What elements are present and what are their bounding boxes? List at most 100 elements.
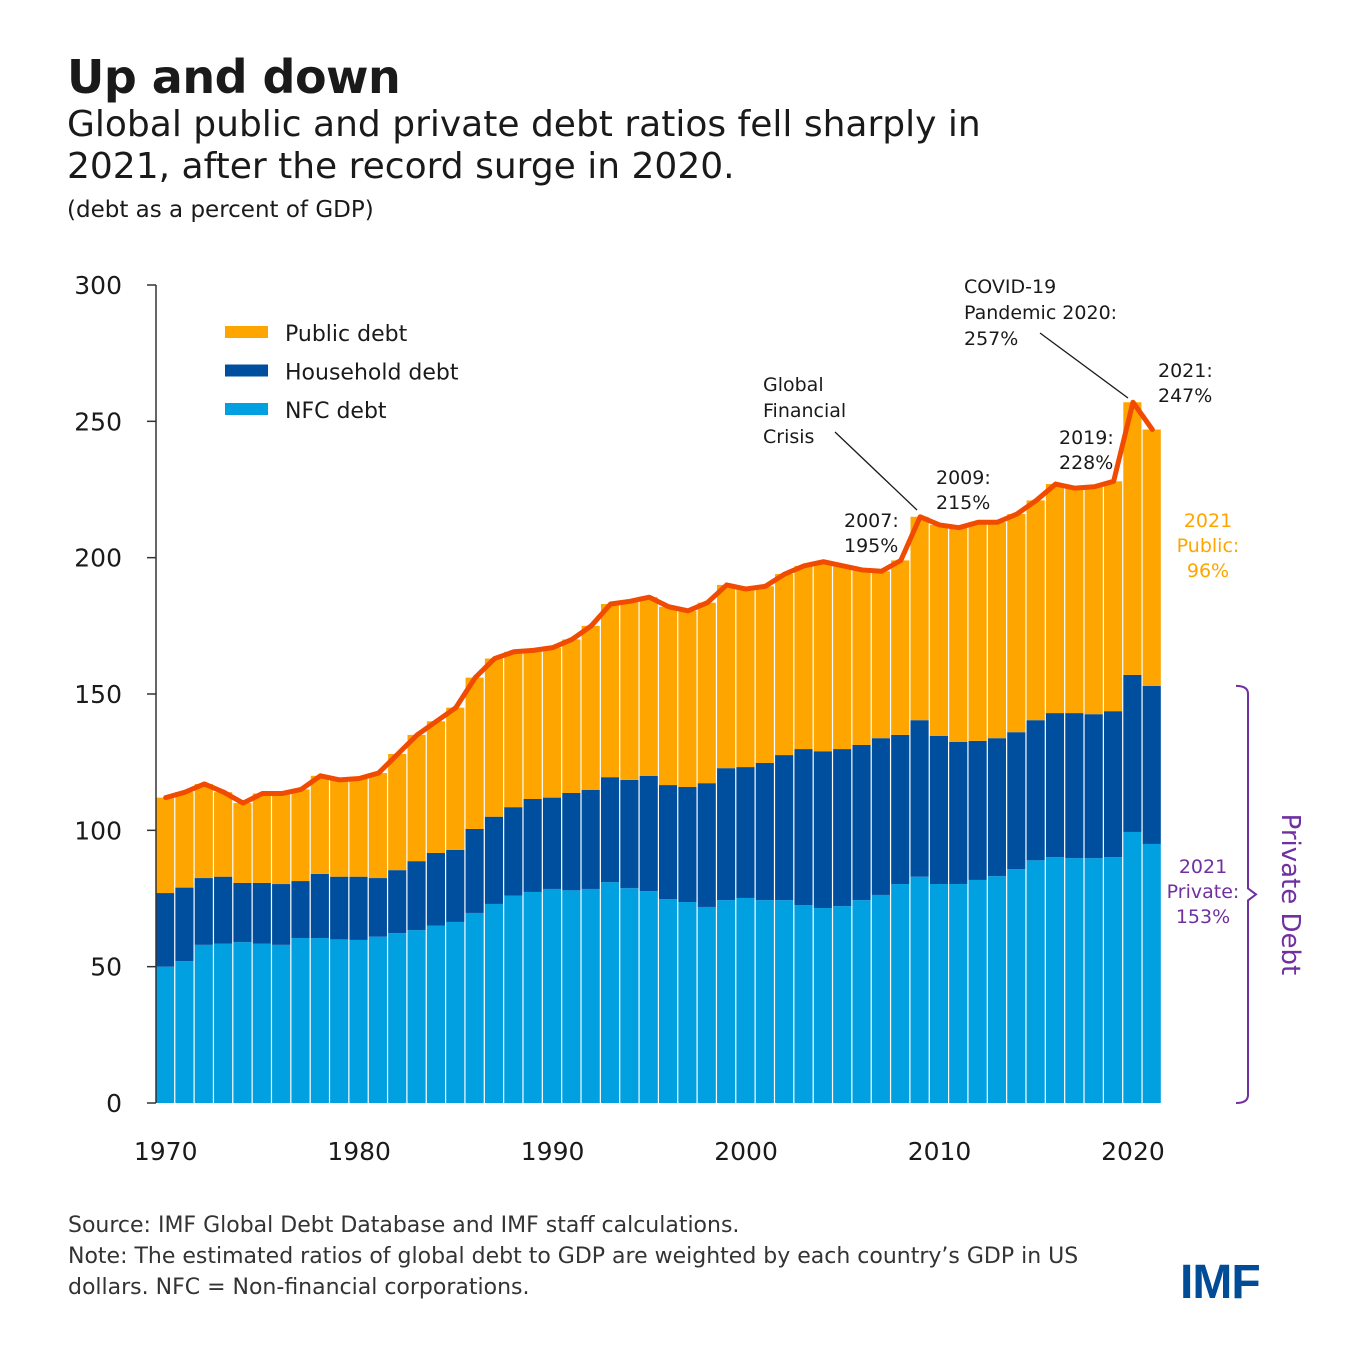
household-bar-1984 <box>426 852 445 926</box>
household-bar-1977 <box>291 881 310 939</box>
public-bar-2016 <box>1045 484 1065 714</box>
public-bar-2017 <box>1065 488 1084 714</box>
annotation-private-2021: 2021 Private: 153% <box>1167 856 1240 928</box>
private-debt-bracket <box>1235 684 1258 1104</box>
household-bar-2010 <box>929 735 948 885</box>
nfc-bar-1990 <box>542 888 562 1103</box>
household-bar-1974 <box>233 882 252 943</box>
public-bar-1972 <box>194 783 213 879</box>
household-bar-2014 <box>1007 732 1026 870</box>
imf-logo: IMF <box>1180 1256 1261 1309</box>
nfc-bar-2018 <box>1084 858 1103 1103</box>
public-bar-1985 <box>446 707 465 850</box>
nfc-bar-1977 <box>291 938 310 1103</box>
household-bar-2005 <box>833 749 852 907</box>
public-bar-1992 <box>581 625 600 790</box>
nfc-bar-2015 <box>1026 860 1045 1103</box>
public-bar-1978 <box>310 775 329 874</box>
household-bar-1997 <box>678 786 697 903</box>
household-bar-1985 <box>446 849 465 922</box>
nfc-bar-1974 <box>233 942 252 1103</box>
household-bar-2018 <box>1084 714 1103 859</box>
y-tick-label-150: 150 <box>74 680 122 709</box>
nfc-bar-1986 <box>465 912 484 1103</box>
nfc-bar-1970 <box>156 966 175 1103</box>
household-bar-2021 <box>1142 685 1161 844</box>
household-bar-1982 <box>388 870 407 934</box>
public-bar-1970 <box>156 797 175 894</box>
annotation-public-2021: 2021 Public: 96% <box>1177 510 1240 582</box>
y-tick-label-100: 100 <box>74 816 122 845</box>
public-bar-1983 <box>407 734 426 862</box>
public-bar-2013 <box>987 522 1007 739</box>
public-bar-2006 <box>852 569 871 745</box>
household-bar-1972 <box>194 878 213 945</box>
y-tick-label-50: 50 <box>90 953 122 982</box>
household-bar-1999 <box>717 768 736 901</box>
household-bar-1988 <box>504 807 523 896</box>
household-bar-2006 <box>852 744 871 901</box>
annotation-2007: 2007: 195% <box>844 510 899 557</box>
covid-leader-line <box>1039 332 1129 399</box>
legend-label-nfc: NFC debt <box>285 399 387 424</box>
annotation-covid: COVID-19 Pandemic 2020: 257% <box>964 276 1117 350</box>
nfc-bar-1978 <box>310 938 329 1103</box>
legend: Public debt Household debt NFC debt <box>225 322 459 424</box>
nfc-bar-1994 <box>620 888 639 1103</box>
household-bar-1976 <box>272 884 291 945</box>
chart-subtitle: Global public and private debt ratios fe… <box>67 104 981 187</box>
public-bar-1998 <box>697 602 716 784</box>
nfc-bar-1997 <box>678 902 697 1103</box>
household-bar-2013 <box>987 738 1007 877</box>
household-bar-2008 <box>891 734 910 885</box>
household-bar-1970 <box>156 893 175 967</box>
household-bar-1983 <box>407 861 426 931</box>
household-bar-1975 <box>252 882 271 944</box>
household-bar-1992 <box>581 789 600 889</box>
nfc-bar-1993 <box>600 882 620 1103</box>
household-bar-2003 <box>794 749 813 906</box>
public-bar-1993 <box>600 604 620 778</box>
total-debt-line <box>163 399 1155 806</box>
annotation-2009: 2009: 215% <box>936 467 991 514</box>
nfc-bar-1987 <box>484 903 504 1103</box>
nfc-bar-2003 <box>794 905 813 1103</box>
axes: 0 50 100 150 200 250 300 1970 1980 1990 2000 2010 20… <box>74 271 1165 1166</box>
nfc-bar-1999 <box>717 900 736 1103</box>
public-bar-1981 <box>368 773 387 879</box>
public-bar-2011 <box>949 527 968 742</box>
household-bar-2019 <box>1103 711 1123 858</box>
household-bar-2002 <box>775 755 794 901</box>
source-text: Source: IMF Global Debt Database and IMF… <box>68 1213 740 1238</box>
household-bar-2001 <box>755 762 774 901</box>
household-bar-1991 <box>562 792 581 891</box>
public-bar-2007 <box>871 571 890 739</box>
x-tick-label-1990: 1990 <box>521 1137 585 1166</box>
x-tick-label-1980: 1980 <box>327 1137 391 1166</box>
public-bar-1982 <box>388 753 407 871</box>
public-bar-1979 <box>330 779 349 877</box>
household-bar-1973 <box>214 876 233 944</box>
nfc-bar-1998 <box>697 906 716 1103</box>
household-bar-2020 <box>1123 674 1142 832</box>
public-bar-1999 <box>717 584 736 769</box>
public-bar-2000 <box>736 589 755 768</box>
household-bar-1986 <box>465 828 484 913</box>
legend-label-household: Household debt <box>285 361 459 386</box>
nfc-bar-2005 <box>833 906 852 1103</box>
annotation-2021: 2021: 247% <box>1158 360 1213 407</box>
nfc-bar-2017 <box>1065 858 1084 1103</box>
nfc-bar-2002 <box>775 900 794 1103</box>
public-bar-2004 <box>813 561 832 752</box>
nfc-bar-2019 <box>1103 857 1123 1103</box>
y-tick-label-300: 300 <box>74 271 122 300</box>
household-bar-1995 <box>639 775 658 892</box>
public-bar-1989 <box>523 650 542 799</box>
nfc-bar-1980 <box>349 939 368 1103</box>
public-bar-2020 <box>1123 402 1142 675</box>
public-bar-1984 <box>426 721 445 853</box>
household-bar-1971 <box>175 887 194 962</box>
nfc-bar-2021 <box>1142 843 1161 1103</box>
public-bar-1994 <box>620 601 639 780</box>
nfc-bar-2001 <box>755 900 774 1103</box>
